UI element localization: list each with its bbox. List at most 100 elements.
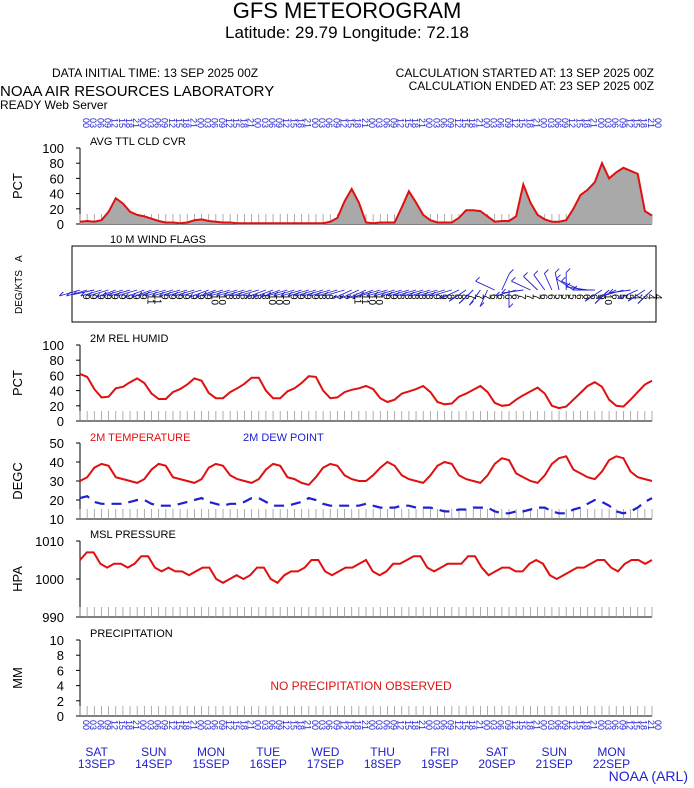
bottom-hour-label: 12 (167, 720, 177, 730)
bottom-hour-label: 00 (596, 720, 606, 730)
wind-speed-label: 8 (445, 294, 456, 300)
bottom-hour-label: 03 (546, 720, 556, 730)
bottom-hour-label: 09 (560, 720, 570, 730)
wind-barb-tick (495, 291, 500, 297)
top-hour-label: 09 (503, 118, 513, 128)
wind-barb-tick (245, 293, 251, 298)
y-tick-label: 80 (50, 353, 64, 368)
top-hour-label: 03 (260, 118, 270, 128)
top-hour-label: 03 (145, 118, 155, 128)
wind-barb (339, 289, 360, 300)
wind-speed-label: 5 (566, 294, 577, 300)
bottom-hour-label: 15 (574, 720, 584, 730)
wind-barb-tick (387, 291, 393, 297)
bottom-hour-label: 00 (195, 720, 205, 730)
top-hour-label: 12 (396, 118, 406, 128)
day-name-label: SUN (141, 745, 166, 759)
top-hour-label: 21 (531, 118, 541, 128)
wind-speed-label: 5 (623, 294, 634, 300)
bottom-hour-label: 18 (582, 720, 592, 730)
bottom-hour-label: 18 (639, 720, 649, 730)
wind-barb (627, 289, 646, 302)
bottom-hour-label: 00 (81, 720, 91, 730)
y-tick-label: 30 (50, 474, 64, 489)
bottom-hour-label: 21 (589, 720, 599, 730)
bottom-hour-label: 12 (396, 720, 406, 730)
top-hour-label: 00 (253, 118, 263, 128)
wind-barb-tick (180, 291, 186, 297)
wind-barb-tick (339, 294, 345, 300)
top-hour-label: 15 (288, 118, 298, 128)
bottom-hour-label: 18 (524, 720, 534, 730)
calc-started: CALCULATION STARTED AT: 13 SEP 2025 00Z (395, 66, 654, 80)
wind-speed-label: 11 (152, 294, 163, 305)
bottom-hour-label: 06 (210, 720, 220, 730)
top-hour-label: 15 (632, 118, 642, 128)
wind-barb-tick (501, 288, 506, 294)
pressure-line (79, 551, 653, 585)
wind-barb-tick (395, 291, 400, 297)
wind-speed-label: 8 (402, 294, 413, 300)
wind-speed-label: 11 (144, 294, 155, 305)
wind-speed-label: 9 (180, 294, 191, 300)
top-hour-label: 21 (417, 118, 427, 128)
y-tick-label: 40 (50, 187, 64, 202)
bottom-hour-label: 03 (317, 720, 327, 730)
y-tick-label: 0 (57, 217, 64, 232)
top-hour-label: 06 (553, 118, 563, 128)
wind-barb (124, 289, 145, 298)
bottom-hour-label: 15 (346, 720, 356, 730)
wind-speed-label: 8 (409, 294, 420, 300)
day-date-label: 13SEP (78, 757, 115, 771)
day-date-label: 18SEP (364, 757, 401, 771)
wind-barb-tick (608, 288, 614, 294)
wind-panel-frame (71, 245, 657, 323)
wind-barb (116, 289, 138, 297)
bottom-hour-label: 00 (253, 720, 263, 730)
y-tick-label: 100 (42, 338, 64, 353)
wind-barb (523, 276, 538, 291)
day-date-label: 16SEP (250, 757, 287, 771)
top-hour-label: 06 (210, 118, 220, 128)
top-hour-label: 09 (331, 118, 341, 128)
legend-dew-point: 2M DEW POINT (243, 432, 324, 444)
bottom-hour-label: 12 (224, 720, 234, 730)
bottom-hour-label: 06 (553, 720, 563, 730)
y-tick-label: 8 (57, 648, 64, 663)
wind-barb (430, 289, 452, 297)
wind-barb (543, 273, 553, 291)
top-hour-label: 18 (296, 118, 306, 128)
top-hour-label: 09 (446, 118, 456, 128)
y-tick-label: 60 (50, 171, 64, 186)
wind-speed-label: 9 (173, 294, 184, 300)
wind-barb (195, 289, 217, 298)
bottom-hour-label: 21 (131, 720, 141, 730)
wind-speed-label: 7 (480, 294, 491, 300)
top-hour-label: 21 (303, 118, 313, 128)
day-date-label: 15SEP (192, 757, 229, 771)
wind-barb (556, 278, 574, 291)
bottom-hour-label: 09 (274, 720, 284, 730)
bottom-hour-label: 21 (303, 720, 313, 730)
bottom-hour-label: 06 (95, 720, 105, 730)
y-tick-label: 6 (57, 663, 64, 678)
lab-name: NOAA AIR RESOURCES LABORATORY (0, 83, 275, 100)
day-date-label: 22SEP (593, 757, 630, 771)
day-date-label: 20SEP (478, 757, 515, 771)
wind-barb-tick (87, 291, 93, 297)
y-axis-label: PCT (10, 173, 25, 199)
top-hour-label: 06 (381, 118, 391, 128)
y-tick-label: 20 (50, 399, 64, 414)
day-name-label: SAT (85, 745, 108, 759)
top-hour-label: 12 (453, 118, 463, 128)
day-name-label: MON (597, 745, 625, 759)
wind-speed-label: 9 (295, 294, 306, 300)
wind-speed-label: 9 (287, 294, 298, 300)
y-tick-label: 20 (50, 202, 64, 217)
wind-barb-tick (101, 291, 107, 297)
y-tick-label: 1010 (35, 534, 64, 549)
bottom-hour-label: 03 (88, 720, 98, 730)
wind-speed-label: 8 (230, 294, 241, 300)
top-hour-label: 12 (167, 118, 177, 128)
top-hour-label: 18 (238, 118, 248, 128)
